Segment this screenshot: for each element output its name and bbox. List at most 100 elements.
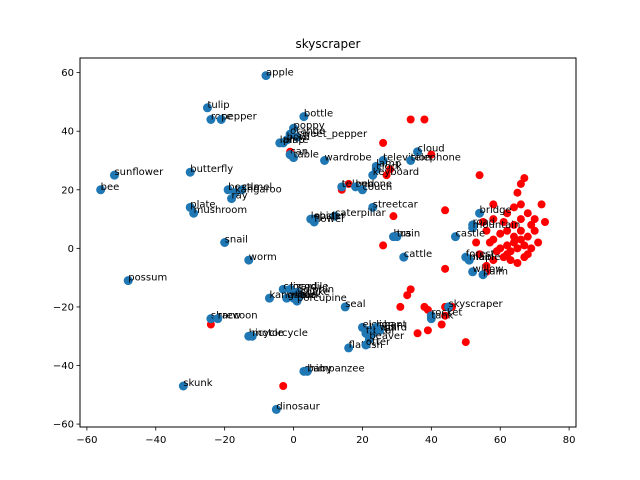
point-label: spider (314, 211, 346, 222)
unlabeled-point (503, 226, 512, 235)
unlabeled-point (527, 220, 536, 229)
point-label: whale (287, 290, 317, 301)
point-label: lamp (280, 135, 305, 146)
unlabeled-point (510, 203, 518, 212)
unlabeled-point (503, 209, 512, 218)
unlabeled-point (513, 188, 522, 197)
labeled-point (361, 340, 371, 350)
labeled-point (368, 202, 378, 212)
unlabeled-point (437, 320, 446, 329)
point-label: tulip (207, 100, 229, 111)
labeled-point (109, 170, 119, 180)
labeled-point (282, 293, 292, 303)
unlabeled-point (489, 256, 498, 265)
unlabeled-point (496, 229, 505, 238)
labeled-point (406, 156, 416, 165)
unlabeled-point (537, 200, 546, 209)
point-label: couch (362, 182, 392, 193)
point-label: wolf (380, 322, 401, 333)
unlabeled-point (510, 220, 518, 229)
x-tick-label: −40 (145, 435, 166, 446)
labeled-point (478, 270, 488, 280)
unlabeled-point (530, 215, 539, 224)
point-label: willow (473, 264, 504, 275)
labeled-point (244, 255, 254, 265)
unlabeled-point (489, 200, 498, 209)
point-label: kangaroo (269, 290, 316, 301)
point-label: skunk (183, 378, 212, 389)
labeled-point (475, 208, 485, 218)
y-tick-label: 60 (61, 68, 74, 79)
point-label: rocket (431, 308, 462, 319)
point-label: keyboard (373, 167, 419, 178)
labeled-point (340, 302, 350, 312)
labeled-point (292, 132, 302, 142)
x-tick-label: 0 (290, 435, 296, 446)
labeled-series: appletuliprosepepperbottlepoppyorangeswe… (96, 68, 520, 414)
point-label: flower (314, 214, 346, 225)
point-label: motorcycle (252, 328, 308, 339)
axes: −60 −40 −20 0 20 40 60 80 −60 −40 −20 0 20 40 60 (53, 57, 577, 446)
unlabeled-point (482, 261, 491, 270)
labeled-point (285, 284, 295, 294)
unlabeled-point (472, 238, 481, 247)
point-label: lion (376, 319, 394, 330)
point-label: castle (455, 229, 485, 240)
point-label: crocodile (283, 281, 328, 292)
labeled-point (206, 115, 216, 124)
unlabeled-point (510, 232, 518, 241)
unlabeled-point (479, 218, 487, 226)
point-label: can (290, 147, 308, 158)
unlabeled-point (523, 250, 532, 259)
point-label: seal (345, 299, 365, 310)
point-label: bee (101, 182, 120, 193)
labeled-point (464, 255, 474, 265)
point-label: mushroom (194, 205, 248, 216)
unlabeled-point (441, 311, 450, 320)
labeled-point (96, 185, 106, 195)
point-label: bowl (287, 132, 310, 143)
point-label: chimpanzee (304, 363, 365, 374)
unlabeled-point (516, 226, 525, 235)
point-label: butterfly (190, 164, 233, 175)
point-label: table (294, 150, 319, 161)
unlabeled-point (506, 256, 515, 265)
labeled-point (275, 138, 285, 148)
unlabeled-point (379, 241, 388, 250)
x-tick-label: 60 (494, 435, 507, 446)
unlabeled-point (389, 212, 398, 221)
labeled-point (320, 156, 330, 165)
point-label: lamp (376, 158, 401, 169)
x-tick-label: −60 (76, 435, 97, 446)
unlabeled-point (423, 326, 432, 335)
labeled-point (299, 112, 309, 122)
labeled-point (185, 167, 195, 177)
labeled-point (309, 217, 319, 227)
unlabeled-point (441, 206, 450, 215)
labeled-point (357, 185, 367, 195)
unlabeled-point (523, 232, 532, 241)
y-tick-label: 40 (61, 127, 74, 138)
labeled-point (261, 71, 271, 81)
labeled-point (302, 366, 312, 376)
point-label: cloud (418, 144, 445, 155)
point-label: bridge (480, 205, 512, 216)
unlabeled-point (379, 138, 388, 147)
point-label: bus (393, 229, 411, 240)
point-label: beaver (369, 331, 405, 342)
labeled-point (223, 185, 233, 195)
labeled-point (220, 238, 230, 247)
point-label: sweet_pepper (297, 129, 368, 140)
labeled-point (399, 252, 409, 262)
point-label: lobster (311, 211, 347, 222)
point-label: streetcar (373, 199, 419, 210)
y-tick-label: 20 (61, 185, 74, 196)
unlabeled-point (510, 238, 518, 247)
point-label: tank (431, 311, 453, 322)
unlabeled-point (503, 241, 512, 250)
labeled-point (392, 232, 402, 242)
point-label: apple (266, 68, 294, 79)
point-label: cattle (404, 249, 432, 260)
point-label: otter (366, 337, 391, 348)
